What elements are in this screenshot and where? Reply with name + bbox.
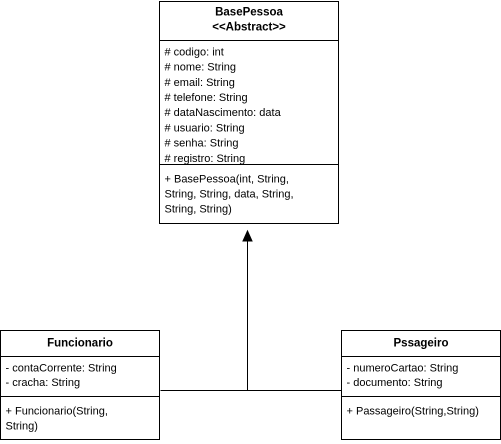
attribute: # dataNascimento: data (165, 107, 282, 119)
class-stereotype: <<Abstract>> (212, 22, 286, 34)
attribute: # nome: String (165, 62, 237, 74)
class-box (159, 1, 339, 224)
method: + Passageiro(String,String) (347, 405, 479, 417)
class-name: BasePessoa (215, 7, 283, 19)
attribute: # registro: String (165, 153, 246, 165)
class-name: Funcionario (47, 338, 113, 350)
attribute: # email: String (165, 77, 235, 89)
method: + Funcionario(String, (6, 405, 108, 417)
method: + BasePessoa(int, String, (165, 173, 289, 185)
attribute: - contaCorrente: String (6, 362, 117, 374)
class-box (0, 330, 160, 440)
attribute: # codigo: int (165, 46, 224, 58)
method: String, String, data, String, (165, 188, 294, 200)
attribute: - numeroCartao: String (347, 362, 459, 374)
attribute: # usuario: String (165, 122, 245, 134)
attribute: # telefone: String (165, 92, 248, 104)
inheritance-arrowhead (242, 229, 253, 242)
class-box (341, 330, 501, 440)
class-name: Pssageiro (394, 338, 449, 350)
attribute: # senha: String (165, 138, 239, 150)
method: String) (6, 420, 38, 432)
attribute: - cracha: String (6, 377, 81, 389)
attribute: - documento: String (347, 377, 443, 389)
method: String, String) (165, 203, 232, 215)
